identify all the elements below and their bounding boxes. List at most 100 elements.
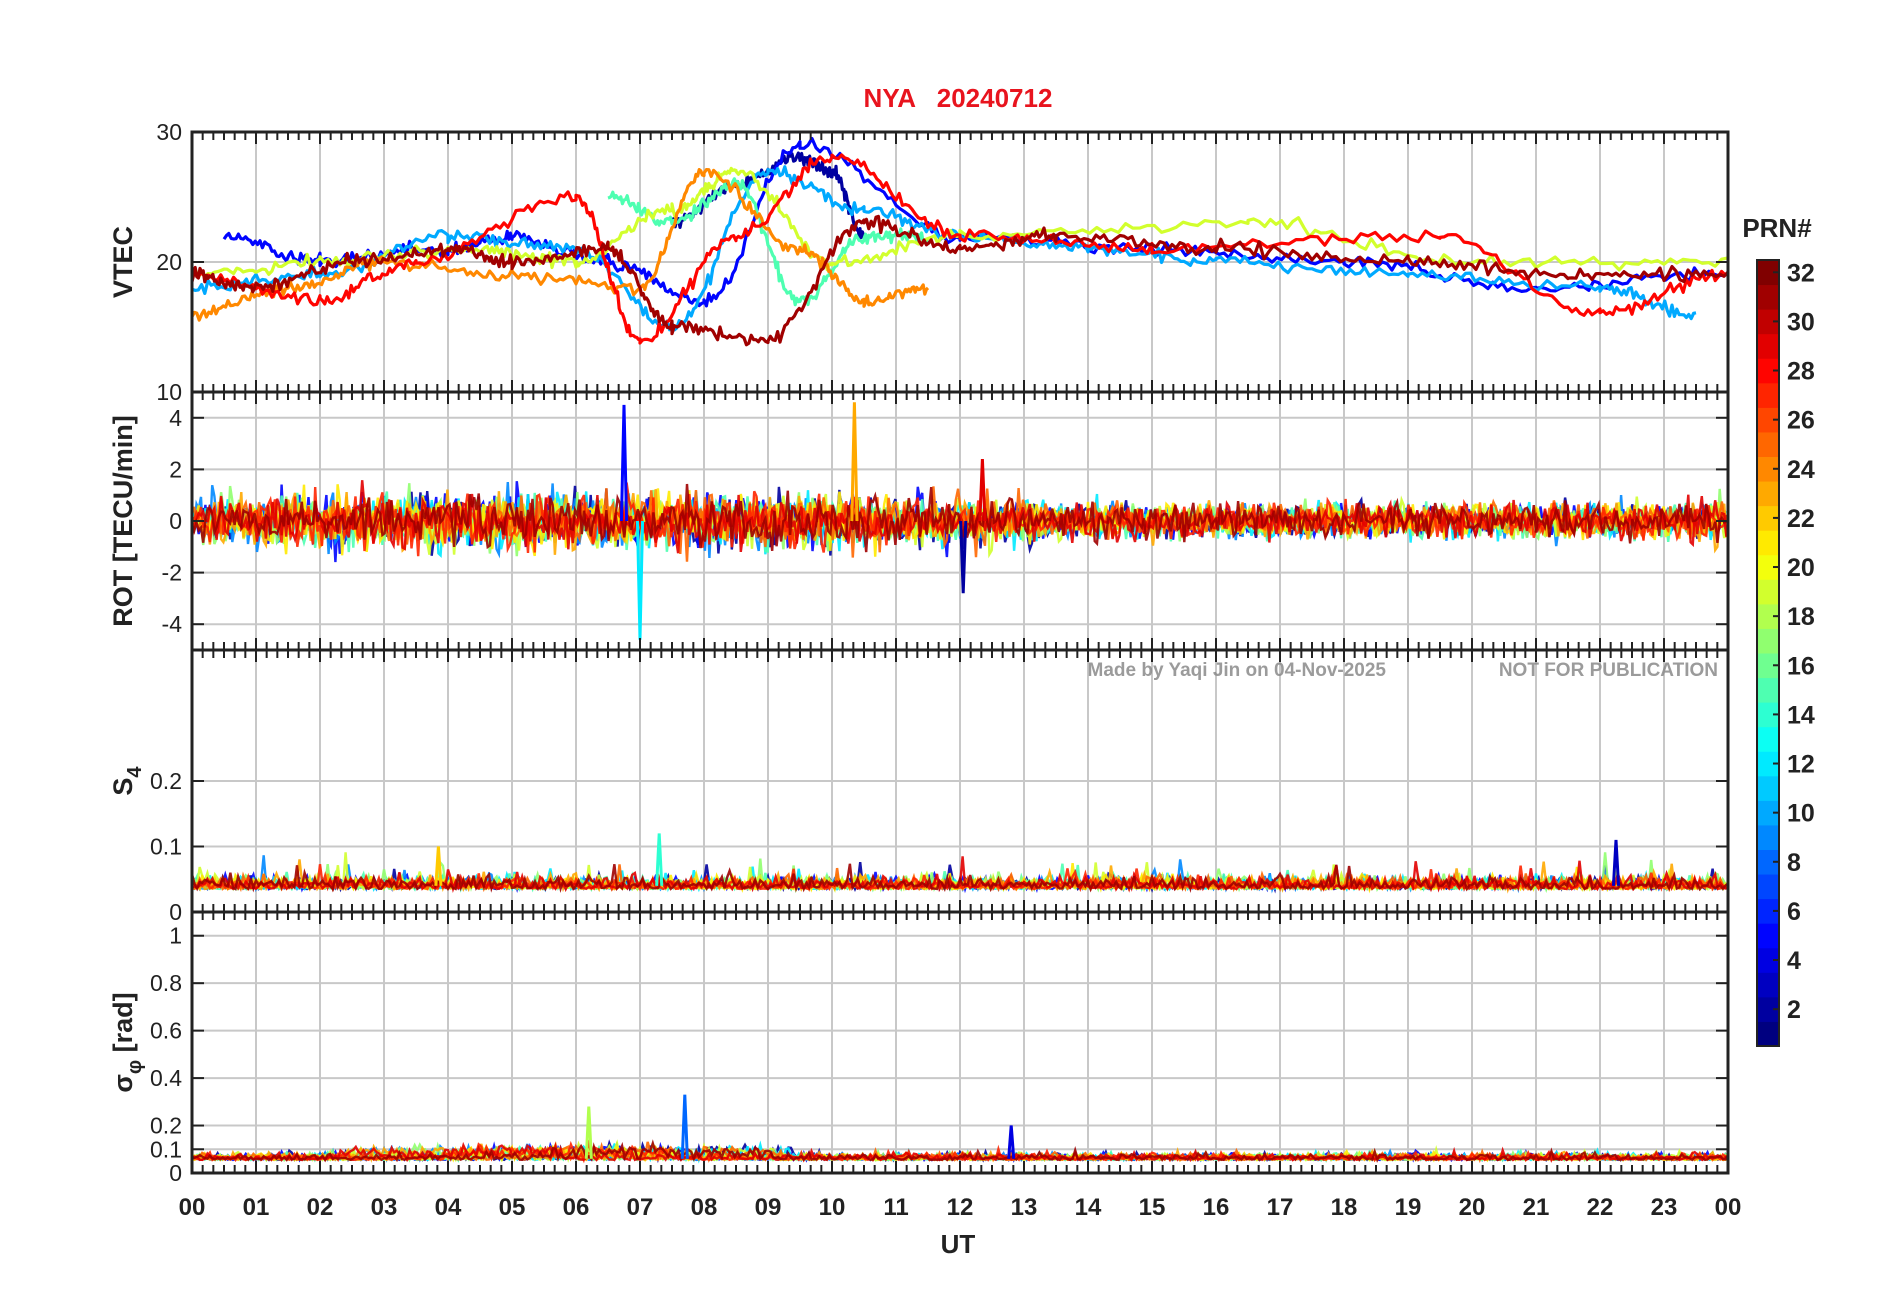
colorbar-swatch: [1757, 824, 1779, 850]
x-tick-label: 00: [1715, 1194, 1742, 1221]
trace-prn-31: [192, 863, 1728, 893]
colorbar-swatch: [1757, 309, 1779, 335]
colorbar-tick-label: 8: [1787, 849, 1801, 877]
trace-prn-29: [192, 856, 1728, 893]
colorbar-swatch: [1757, 996, 1779, 1022]
colorbar-tick-label: 12: [1787, 751, 1815, 779]
peak-prn-22: [434, 846, 443, 886]
colorbar-tick-label: 20: [1787, 554, 1815, 582]
series-group: [192, 136, 1728, 347]
colorbar-swatch: [1757, 726, 1779, 752]
colorbar-swatch: [1757, 579, 1779, 605]
watermark-notice: NOT FOR PUBLICATION: [1499, 660, 1718, 681]
y-ticks: 00.10.2 0.4 0.6 0.8 1: [150, 923, 1728, 1186]
panel-rot: -4 -2 0 2 4 ROT [TECU/min]: [108, 390, 1730, 652]
colorbar-tick-label: 16: [1787, 652, 1815, 680]
colorbar-swatch: [1757, 628, 1779, 654]
colorbar-tick-label: 6: [1787, 898, 1801, 926]
colorbar-swatch: [1757, 260, 1779, 286]
x-tick-label: 12: [947, 1194, 974, 1221]
colorbar-swatch: [1757, 530, 1779, 556]
peak-prn-18: [584, 1106, 593, 1159]
y-ticks: 10 20 30: [156, 119, 1728, 405]
y-axis-label: S4: [108, 766, 146, 796]
peak-prn-5: [619, 404, 629, 522]
colorbar-swatch: [1757, 800, 1779, 826]
y-tick-label: 0.2: [150, 1113, 182, 1139]
x-tick-label: 09: [755, 1194, 782, 1221]
x-tick-label: 22: [1587, 1194, 1614, 1221]
colorbar-swatch: [1757, 751, 1779, 777]
colorbar-swatch: [1757, 653, 1779, 679]
x-minor-ticks: [191, 132, 1729, 392]
colorbar-swatch: [1757, 554, 1779, 580]
x-minor-ticks: [191, 912, 1729, 1173]
colorbar-tick-label: 14: [1787, 701, 1815, 729]
peak-prn-2: [959, 520, 968, 594]
x-tick-label: 05: [499, 1194, 526, 1221]
y-tick-label: 1: [169, 923, 182, 949]
panel-s4: 0 0.1 0.2S4: [108, 648, 1730, 925]
x-tick-label: 00: [179, 1194, 206, 1221]
colorbar-swatch: [1757, 898, 1779, 924]
vtec-line-prn-31: [192, 214, 1728, 347]
x-tick-label: 15: [1139, 1194, 1166, 1221]
x-tick-label: 21: [1523, 1194, 1550, 1221]
x-tick-label: 03: [371, 1194, 398, 1221]
colorbar-swatch: [1757, 284, 1779, 310]
y-axis-label: VTEC: [108, 226, 138, 298]
vtec-line-prn-15: [607, 177, 930, 307]
trace-prn-31: [192, 483, 1727, 553]
colorbar-frame: [1756, 259, 1780, 1047]
x-tick-label: 06: [563, 1194, 590, 1221]
colorbar-swatch: [1757, 603, 1779, 629]
x-minor-ticks: [191, 650, 1729, 912]
colorbar-swatch: [1757, 481, 1779, 507]
x-tick-label: 18: [1331, 1194, 1358, 1221]
y-tick-label: -2: [162, 560, 182, 586]
y-tick-label: 0.2: [150, 768, 182, 794]
y-ticks: 0 0.1 0.2: [150, 768, 1728, 925]
colorbar-tick-label: 4: [1787, 947, 1801, 975]
colorbar-tick-label: 22: [1787, 505, 1815, 533]
colorbar-swatch: [1757, 947, 1779, 973]
y-tick-label: 0.1: [150, 1136, 182, 1162]
y-ticks: -4 -2 0 2 4: [162, 405, 1728, 637]
y-tick-label: 30: [156, 119, 182, 145]
x-tick-label: 17: [1267, 1194, 1294, 1221]
colorbar-swatch: [1757, 431, 1779, 457]
colorbar-tick-label: 10: [1787, 800, 1815, 828]
colorbar-swatch: [1757, 456, 1779, 482]
colorbar-tick-label: 32: [1787, 259, 1815, 287]
y-tick-label: 0: [169, 899, 182, 925]
x-axis-label: UT: [941, 1229, 976, 1259]
x-tick-label: 04: [435, 1194, 462, 1221]
vtec-line-prn-28: [192, 153, 1728, 345]
colorbar-tick-label: 28: [1787, 358, 1815, 386]
x-tick-label: 23: [1651, 1194, 1678, 1221]
series-group: [192, 1094, 1728, 1164]
colorbar-tick-label: 18: [1787, 603, 1815, 631]
x-tick-label: 11: [883, 1194, 908, 1221]
colorbar-tick-label: 24: [1787, 456, 1815, 484]
series-group: [192, 833, 1728, 894]
peak-prn-4: [1007, 1125, 1016, 1159]
y-axis-label: ROT [TECU/min]: [108, 415, 138, 626]
x-tick-label: 14: [1075, 1194, 1102, 1221]
peak-prn-23: [850, 402, 859, 522]
colorbar-title: PRN#: [1742, 213, 1812, 243]
vtec-line-prn-10: [192, 165, 1697, 332]
chart-title: NYA 20240712: [864, 83, 1053, 113]
colorbar-swatch: [1757, 677, 1779, 703]
y-tick-label: 0.1: [150, 834, 182, 860]
y-tick-label: 0.8: [150, 970, 182, 996]
colorbar-swatch: [1757, 702, 1779, 728]
y-tick-label: 0.4: [150, 1065, 182, 1091]
watermark-author: Made by Yaqi Jin on 04-Nov-2025: [1088, 660, 1387, 681]
colorbar-tick-label: 2: [1787, 996, 1801, 1024]
colorbar-swatch: [1757, 333, 1779, 359]
colorbar-swatch: [1757, 505, 1779, 531]
colorbar-swatch: [1757, 849, 1779, 875]
